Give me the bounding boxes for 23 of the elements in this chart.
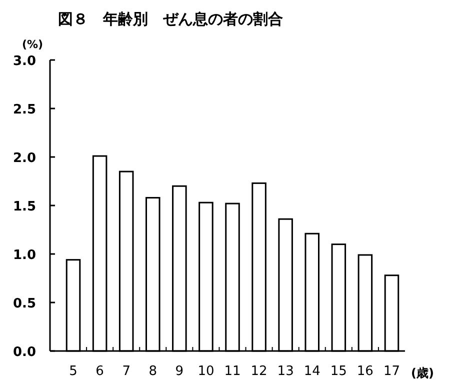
x-tick-label: 12 — [250, 364, 268, 379]
chart-title: 図８ 年齢別 ぜん息の者の割合 — [58, 10, 283, 28]
x-tick-label: 17 — [383, 364, 400, 379]
x-tick-label: 10 — [198, 364, 214, 379]
y-tick-label: 3.0 — [12, 54, 36, 69]
y-tick-label: 1.0 — [12, 248, 36, 263]
y-tick-label: 2.0 — [12, 151, 36, 166]
x-tick-label: 11 — [224, 364, 241, 379]
x-tick-label: 16 — [356, 364, 374, 379]
x-tick-label: 13 — [277, 364, 294, 379]
y-tick-label: 0.0 — [12, 345, 36, 360]
y-axis-title: (%) — [22, 38, 44, 51]
x-axis-title: (歳) — [411, 366, 434, 380]
y-tick-label: 1.5 — [12, 200, 36, 214]
y-tick-label: 2.5 — [12, 102, 36, 118]
x-tick-label: 14 — [304, 364, 320, 379]
x-tick-label: 15 — [330, 364, 347, 379]
y-tick-label: 0.5 — [12, 296, 36, 312]
x-tick-label: 6 — [96, 364, 104, 379]
x-tick-label: 9 — [175, 364, 184, 379]
x-tick-label: 5 — [69, 364, 78, 379]
x-tick-label: 8 — [148, 364, 158, 379]
x-tick-label: 7 — [122, 364, 130, 379]
